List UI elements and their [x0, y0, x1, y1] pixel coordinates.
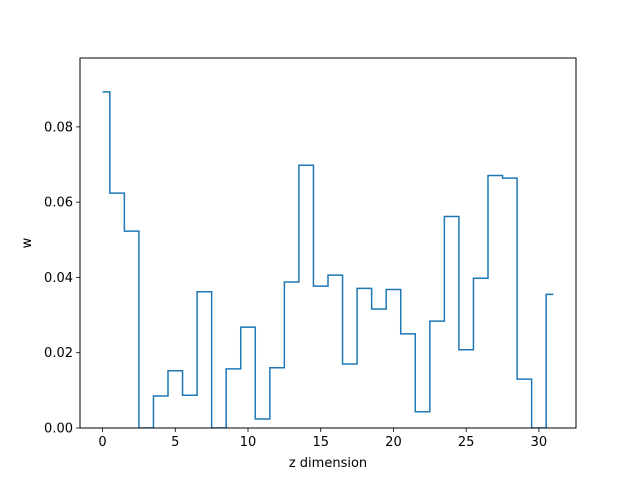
y-tick-label: 0.06 — [44, 196, 73, 211]
x-tick-label: 5 — [171, 435, 179, 450]
series-line — [102, 91, 554, 428]
plot-background — [80, 58, 576, 428]
x-axis-ticks: 0 5 10 15 20 25 30 — [98, 428, 547, 450]
y-tick-label: 0.08 — [44, 120, 73, 135]
y-tick-label: 0.02 — [44, 346, 73, 361]
y-tick-label: 0.04 — [44, 271, 73, 286]
x-tick-label: 25 — [458, 435, 475, 450]
y-axis-label: w — [20, 237, 35, 248]
x-tick-label: 30 — [531, 435, 548, 450]
y-axis-ticks: 0.00 0.02 0.04 0.06 0.08 — [44, 120, 80, 437]
x-tick-label: 15 — [312, 435, 329, 450]
series-layer — [102, 91, 554, 428]
x-tick-label: 0 — [98, 435, 106, 450]
y-tick-label: 0.00 — [44, 422, 73, 437]
x-axis-label: z dimension — [289, 456, 367, 471]
x-tick-label: 10 — [240, 435, 257, 450]
plot-frame — [79, 57, 577, 429]
x-tick-label: 20 — [385, 435, 402, 450]
